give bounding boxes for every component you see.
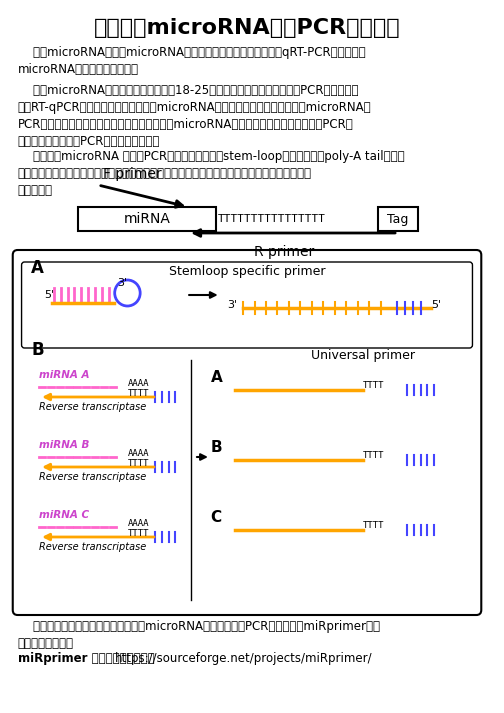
- Text: AAAA: AAAA: [128, 379, 149, 387]
- Text: 3': 3': [117, 278, 128, 288]
- Text: miRNA A: miRNA A: [39, 370, 90, 380]
- Bar: [379, 207, 418, 231]
- Text: 5': 5': [44, 290, 54, 300]
- Text: TTTT: TTTT: [128, 458, 149, 468]
- Text: A: A: [211, 369, 222, 384]
- Text: miRNA: miRNA: [123, 212, 170, 226]
- FancyBboxPatch shape: [22, 262, 472, 348]
- Text: miRNA B: miRNA B: [39, 440, 90, 450]
- Text: 一键完成microRNA定量PCR引物设计: 一键完成microRNA定量PCR引物设计: [94, 18, 400, 38]
- Text: A: A: [31, 259, 44, 277]
- Text: 3': 3': [227, 300, 237, 310]
- Text: Stemloop specific primer: Stemloop specific primer: [169, 265, 325, 279]
- Text: R primer: R primer: [254, 245, 314, 259]
- Text: Reverse transcriptase: Reverse transcriptase: [39, 472, 147, 482]
- Text: B: B: [31, 341, 44, 359]
- Bar: [79, 207, 216, 231]
- Text: TTTT: TTTT: [363, 381, 384, 391]
- Text: https://sourceforge.net/projects/miRprimer/: https://sourceforge.net/projects/miRprim…: [114, 652, 372, 665]
- Text: miRNA C: miRNA C: [39, 510, 89, 520]
- Text: AAAA: AAAA: [128, 448, 149, 458]
- Text: Reverse transcriptase: Reverse transcriptase: [39, 542, 147, 552]
- Text: B: B: [211, 439, 222, 454]
- Text: F primer: F primer: [103, 167, 162, 181]
- Text: TTTT: TTTT: [363, 521, 384, 530]
- Text: TTTT: TTTT: [128, 528, 149, 538]
- Text: AAAA: AAAA: [128, 518, 149, 528]
- Text: 今天小编就给大家介绍一个批量设计microRNA加尾法反转录PCR引物的软件miRprimer，重
点是一键完成哦！: 今天小编就给大家介绍一个批量设计microRNA加尾法反转录PCR引物的软件mi…: [18, 620, 380, 650]
- Text: 5': 5': [431, 300, 442, 310]
- Text: TTTT: TTTT: [363, 451, 384, 461]
- FancyBboxPatch shape: [13, 250, 481, 615]
- Text: 由于microRNA的结构特殊，长度只有18-25个碱基，无法直接采用常规的PCR技术扩增，
因此RT-qPCR的引物设计对很多刚接触microRNA的同学都是: 由于microRNA的结构特殊，长度只有18-25个碱基，无法直接采用常规的PC…: [18, 84, 371, 148]
- Text: 最常用的microRNA 反转录PCR方法就是茎环法（stem-loop）和加尾法（poly-A tail）。由
于茎环法反转录的引物设计原理限制，加尾法的检测: 最常用的microRNA 反转录PCR方法就是茎环法（stem-loop）和加尾…: [18, 150, 404, 197]
- Text: 尽管microRNA芯片和microRNA测序检测方法已经普遍使用，但qRT-PCR依旧是检验
microRNA表达定量的金标准。: 尽管microRNA芯片和microRNA测序检测方法已经普遍使用，但qRT-P…: [18, 46, 365, 76]
- Text: Tag: Tag: [387, 212, 409, 225]
- Text: ТТТТТТТТТТТТТТТТ: ТТТТТТТТТТТТТТТТ: [218, 214, 326, 224]
- Text: C: C: [211, 510, 222, 525]
- Text: Reverse transcriptase: Reverse transcriptase: [39, 402, 147, 412]
- Text: TTTT: TTTT: [128, 389, 149, 398]
- Text: miRprimer 官方推荐下载网站：: miRprimer 官方推荐下载网站：: [18, 652, 154, 665]
- Text: Universal primer: Universal primer: [310, 349, 415, 361]
